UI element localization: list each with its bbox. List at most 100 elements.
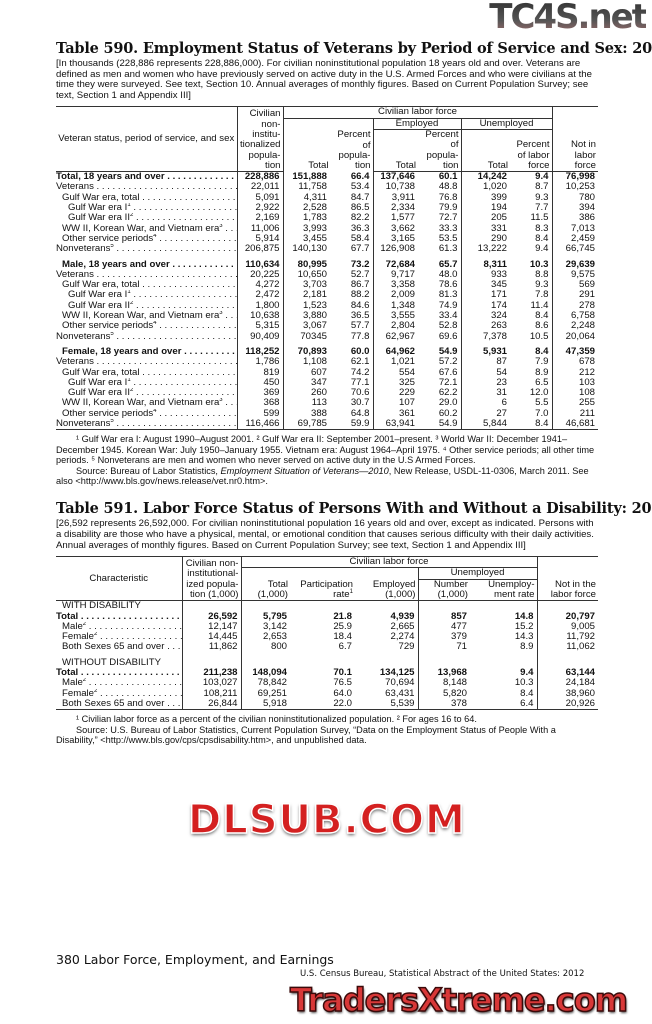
data-cell: 554 xyxy=(372,367,418,378)
data-cell: 103 xyxy=(551,377,599,389)
data-cell: 54 xyxy=(460,367,510,378)
row-label-text: WITHOUT DISABILITY xyxy=(62,657,161,668)
row-label: Gulf War era, total xyxy=(56,280,237,290)
dot-leader xyxy=(114,419,237,429)
data-cell: 386 xyxy=(551,213,599,224)
data-cell: 800 xyxy=(240,642,290,653)
data-cell: 3,142 xyxy=(240,621,290,633)
data-cell xyxy=(355,601,418,612)
data-cell: 14.8 xyxy=(514,611,534,622)
row-label: WW II, Korean War, and Vietnam era3 xyxy=(56,224,237,234)
dot-leader xyxy=(78,612,182,622)
dot-leader xyxy=(223,311,237,321)
data-cell: 62.1 xyxy=(350,357,370,368)
header-emp-percent: Percent of popula-tion xyxy=(418,129,461,173)
data-cell: 14.3 xyxy=(514,632,534,643)
data-cell: 569 xyxy=(551,280,599,291)
data-cell: 58.4 xyxy=(350,233,370,244)
header-rate: Unemploy-ment rate xyxy=(470,579,538,602)
data-cell: 26,592 xyxy=(181,611,241,622)
data-cell: 14,445 xyxy=(181,632,241,643)
row-label-text: WW II, Korean War, and Vietnam era xyxy=(62,223,220,234)
data-cell: 33.3 xyxy=(438,223,458,234)
header-employed: Employed xyxy=(372,118,461,130)
dot-leader xyxy=(97,632,182,642)
table-row: Other service periods45,3153,06757.72,80… xyxy=(56,321,599,332)
row-label: Male, 18 years and over xyxy=(56,260,237,270)
data-cell: 20,797 xyxy=(536,611,599,622)
data-cell xyxy=(536,657,599,669)
data-cell: 13,968 xyxy=(417,668,470,679)
dot-leader xyxy=(97,689,182,699)
dot-leader xyxy=(157,321,237,331)
row-spacer xyxy=(56,652,599,658)
data-cell: 1,786 xyxy=(236,357,283,368)
data-cell: 81.3 xyxy=(438,290,458,301)
dot-leader xyxy=(157,409,237,419)
data-cell: 72.1 xyxy=(438,377,458,388)
header-number: Number (1,000) xyxy=(417,579,470,602)
data-cell: 3,358 xyxy=(372,280,418,291)
data-cell: 84.7 xyxy=(350,192,370,203)
table-591-footnotes: ¹ Civilian labor force as a percent of t… xyxy=(76,714,477,725)
row-label: Female2 xyxy=(56,632,182,642)
dot-leader xyxy=(170,260,237,270)
data-cell: 110,634 xyxy=(236,259,283,270)
data-cell: 126,908 xyxy=(372,244,418,255)
header-characteristic: Characteristic xyxy=(56,556,182,602)
row-label-text: Total, 18 years and over xyxy=(56,171,165,183)
dot-leader xyxy=(133,301,237,311)
dot-leader xyxy=(164,699,182,709)
row-label: Both Sexes 65 and over xyxy=(56,642,182,652)
data-cell: 678 xyxy=(551,357,599,368)
data-cell: 76.5 xyxy=(333,678,352,689)
data-cell: 2,922 xyxy=(236,203,283,214)
footnote-marker: 2 xyxy=(130,300,134,306)
dot-leader xyxy=(140,280,238,290)
row-label-text: Veterans xyxy=(56,269,94,280)
table-row: Gulf War era II22,1691,78382.21,57772.72… xyxy=(56,213,599,224)
row-label: Other service periods4 xyxy=(56,234,237,244)
row-label: Nonveterans5 xyxy=(56,244,237,254)
row-label: WITHOUT DISABILITY xyxy=(56,658,182,668)
data-cell: 87 xyxy=(460,357,510,368)
data-cell: 31 xyxy=(460,388,510,399)
spacer-cell xyxy=(181,652,241,658)
data-cell: 11,758 xyxy=(282,182,330,193)
header-labor-force: Civilian labor force xyxy=(282,106,553,119)
header-unemployed: Unemployed xyxy=(460,118,553,130)
row-label: Gulf War era I1 xyxy=(56,378,237,388)
header-total: Total xyxy=(308,160,329,172)
dot-leader xyxy=(223,398,237,408)
table-row: Other service periods45,9143,45558.43,16… xyxy=(56,233,599,245)
data-cell: 290 xyxy=(460,233,510,245)
data-cell: 9.3 xyxy=(535,280,549,291)
header-participation: Participation rate1 xyxy=(290,567,355,602)
dot-leader xyxy=(94,270,237,280)
data-cell: 72,684 xyxy=(372,259,418,270)
row-label: Other service periods4 xyxy=(56,321,237,331)
data-cell: 3,911 xyxy=(372,192,418,204)
row-spacer xyxy=(56,254,599,260)
row-label-text: WW II, Korean War, and Vietnam era xyxy=(62,398,220,409)
spacer-cell xyxy=(417,652,470,658)
dot-leader xyxy=(165,172,237,183)
table-row: Gulf War era II21,8001,52384.61,34874.91… xyxy=(56,300,599,312)
data-cell xyxy=(417,657,470,669)
footnote-marker: 2 xyxy=(94,688,98,694)
data-cell: 819 xyxy=(236,367,283,378)
data-cell: 3,993 xyxy=(282,223,330,234)
dot-leader xyxy=(131,290,237,300)
dot-leader xyxy=(78,668,182,678)
data-cell: 9.4 xyxy=(535,244,549,255)
row-label-text: Gulf War era, total xyxy=(62,280,140,291)
row-label-text: Male xyxy=(62,621,83,632)
data-cell: 206,875 xyxy=(236,244,283,255)
data-cell: 70,694 xyxy=(385,678,415,689)
data-cell: 1,783 xyxy=(282,213,330,224)
data-cell: 10,650 xyxy=(282,269,330,281)
data-cell: 48.0 xyxy=(438,269,458,280)
data-cell: 4,272 xyxy=(236,280,283,291)
